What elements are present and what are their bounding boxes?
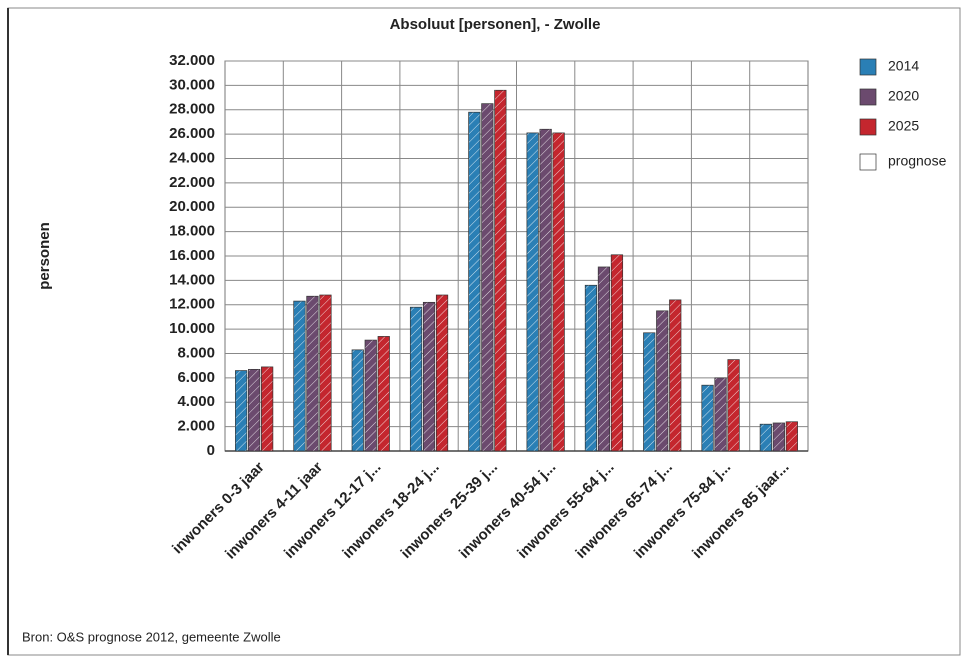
y-tick-label: 2.000 bbox=[177, 418, 215, 435]
y-tick-label: 28.000 bbox=[169, 101, 215, 118]
bar bbox=[364, 339, 377, 452]
bar bbox=[422, 301, 436, 452]
y-tick-label: 32.000 bbox=[169, 52, 215, 69]
legend-label: 2025 bbox=[888, 118, 919, 134]
legend-swatch bbox=[859, 118, 877, 136]
bar bbox=[772, 422, 785, 452]
bar bbox=[481, 103, 494, 452]
y-tick-label: 6.000 bbox=[177, 369, 215, 386]
legend-swatch bbox=[859, 88, 877, 106]
bar bbox=[656, 310, 669, 452]
bar bbox=[435, 294, 449, 452]
y-tick-label: 4.000 bbox=[177, 393, 215, 410]
y-tick-label: 24.000 bbox=[169, 149, 215, 166]
bar bbox=[610, 254, 624, 452]
bar bbox=[319, 294, 332, 452]
bar bbox=[701, 384, 714, 452]
y-tick-label: 18.000 bbox=[169, 223, 215, 240]
chart-title: Absoluut [personen], - Zwolle bbox=[390, 16, 601, 33]
source-note: Bron: O&S prognose 2012, gemeente Zwolle bbox=[22, 629, 281, 644]
bar bbox=[597, 266, 611, 452]
bar bbox=[468, 111, 481, 452]
bar bbox=[261, 366, 274, 452]
legend-label: prognose bbox=[888, 153, 947, 169]
bar bbox=[539, 128, 552, 452]
y-tick-label: 22.000 bbox=[169, 174, 215, 191]
y-tick-label: 8.000 bbox=[177, 344, 215, 361]
bar bbox=[759, 423, 772, 452]
bar bbox=[714, 377, 727, 452]
legend-swatch bbox=[859, 58, 877, 76]
y-tick-label: 16.000 bbox=[169, 247, 215, 264]
bar bbox=[248, 368, 261, 452]
y-tick-label: 10.000 bbox=[169, 320, 215, 337]
bar bbox=[584, 284, 598, 452]
bar bbox=[552, 132, 565, 452]
y-tick-label: 30.000 bbox=[169, 76, 215, 93]
y-tick-label: 12.000 bbox=[169, 296, 215, 313]
bar bbox=[526, 132, 539, 452]
y-tick-label: 14.000 bbox=[169, 271, 215, 288]
y-axis-label: personen bbox=[36, 222, 53, 290]
bar bbox=[727, 359, 740, 452]
y-tick-label: 20.000 bbox=[169, 198, 215, 215]
bar bbox=[669, 299, 682, 452]
bar bbox=[351, 349, 364, 452]
bar bbox=[785, 421, 798, 452]
legend-label: 2020 bbox=[888, 88, 919, 104]
bar bbox=[235, 370, 248, 452]
legend-label: 2014 bbox=[888, 58, 919, 74]
bar bbox=[409, 306, 423, 452]
bar bbox=[293, 300, 306, 452]
y-tick-label: 26.000 bbox=[169, 125, 215, 142]
bar bbox=[306, 295, 319, 452]
bar bbox=[377, 336, 390, 452]
legend-swatch bbox=[859, 153, 877, 171]
bar bbox=[494, 89, 507, 452]
y-tick-label: 0 bbox=[207, 442, 215, 459]
bar bbox=[643, 332, 656, 452]
